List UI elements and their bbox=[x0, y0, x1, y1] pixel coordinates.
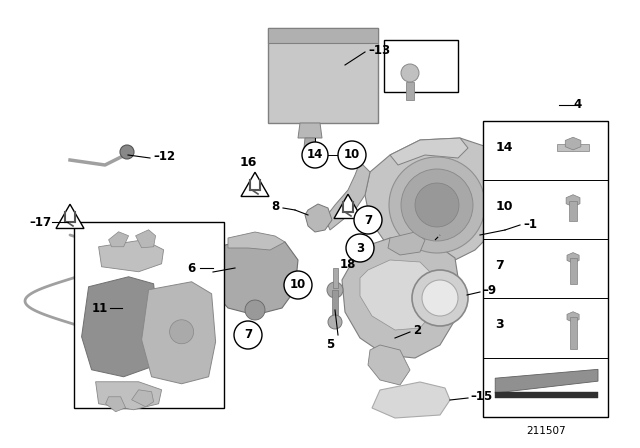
Text: 4: 4 bbox=[573, 99, 581, 112]
Circle shape bbox=[234, 321, 262, 349]
Text: 7: 7 bbox=[244, 328, 252, 341]
Text: 7: 7 bbox=[495, 259, 504, 272]
Polygon shape bbox=[567, 253, 579, 263]
Circle shape bbox=[412, 270, 468, 326]
Circle shape bbox=[389, 157, 485, 253]
Text: –17: –17 bbox=[30, 215, 52, 228]
Bar bbox=[74, 222, 224, 408]
Circle shape bbox=[354, 206, 382, 234]
Polygon shape bbox=[304, 138, 316, 148]
Polygon shape bbox=[372, 382, 450, 418]
Bar bbox=[570, 317, 577, 349]
Text: 10: 10 bbox=[495, 200, 513, 213]
Polygon shape bbox=[565, 137, 581, 150]
Text: 211507: 211507 bbox=[526, 426, 565, 435]
Polygon shape bbox=[132, 390, 154, 407]
Polygon shape bbox=[567, 312, 579, 322]
Circle shape bbox=[327, 282, 343, 298]
Polygon shape bbox=[141, 282, 216, 384]
Bar bbox=[570, 258, 577, 284]
Text: 18: 18 bbox=[340, 258, 356, 271]
Bar bbox=[569, 201, 577, 221]
Text: 3: 3 bbox=[356, 241, 364, 254]
Polygon shape bbox=[210, 238, 298, 315]
Text: 10: 10 bbox=[344, 148, 360, 161]
Circle shape bbox=[120, 145, 134, 159]
Polygon shape bbox=[390, 138, 468, 165]
Text: 6: 6 bbox=[188, 262, 196, 275]
Bar bbox=[268, 28, 378, 123]
Bar bbox=[483, 121, 608, 417]
Bar bbox=[268, 28, 378, 43]
Circle shape bbox=[422, 280, 458, 316]
Polygon shape bbox=[109, 232, 129, 247]
Bar bbox=[384, 40, 458, 92]
Polygon shape bbox=[368, 345, 410, 385]
Text: 2: 2 bbox=[413, 323, 421, 336]
Text: –13: –13 bbox=[368, 43, 390, 56]
Circle shape bbox=[245, 300, 265, 320]
Text: 3: 3 bbox=[495, 319, 504, 332]
Polygon shape bbox=[136, 230, 156, 248]
Polygon shape bbox=[325, 162, 370, 230]
Circle shape bbox=[170, 320, 194, 344]
Text: 8: 8 bbox=[272, 201, 280, 214]
Circle shape bbox=[415, 183, 459, 227]
Bar bbox=[333, 268, 338, 288]
Polygon shape bbox=[298, 123, 322, 138]
Polygon shape bbox=[360, 260, 438, 330]
Polygon shape bbox=[99, 240, 164, 272]
Polygon shape bbox=[82, 277, 159, 377]
Polygon shape bbox=[566, 195, 580, 207]
Circle shape bbox=[401, 169, 473, 241]
Text: 5: 5 bbox=[326, 338, 334, 351]
Circle shape bbox=[328, 315, 342, 329]
Polygon shape bbox=[365, 138, 508, 265]
Polygon shape bbox=[56, 204, 84, 228]
Circle shape bbox=[284, 271, 312, 299]
Text: 11: 11 bbox=[92, 302, 108, 314]
Polygon shape bbox=[342, 238, 460, 358]
Circle shape bbox=[346, 234, 374, 262]
Polygon shape bbox=[95, 382, 162, 410]
Circle shape bbox=[338, 141, 366, 169]
Text: –12: –12 bbox=[153, 150, 175, 163]
Polygon shape bbox=[106, 397, 125, 412]
Text: 10: 10 bbox=[290, 279, 306, 292]
Text: 7: 7 bbox=[364, 214, 372, 227]
Text: 14: 14 bbox=[495, 141, 513, 154]
Text: –15: –15 bbox=[470, 389, 492, 402]
Polygon shape bbox=[334, 194, 362, 219]
Text: 14: 14 bbox=[307, 148, 323, 161]
Circle shape bbox=[302, 142, 328, 168]
Polygon shape bbox=[495, 369, 598, 393]
Bar bbox=[495, 392, 598, 398]
Bar bbox=[406, 82, 414, 100]
Bar bbox=[557, 143, 589, 151]
Polygon shape bbox=[228, 232, 285, 250]
Polygon shape bbox=[388, 232, 425, 255]
Text: 16: 16 bbox=[239, 155, 257, 168]
Polygon shape bbox=[241, 172, 269, 197]
Circle shape bbox=[401, 64, 419, 82]
Text: –9: –9 bbox=[482, 284, 496, 297]
Polygon shape bbox=[305, 204, 332, 232]
Text: –1: –1 bbox=[523, 219, 537, 232]
Bar bbox=[332, 290, 338, 320]
